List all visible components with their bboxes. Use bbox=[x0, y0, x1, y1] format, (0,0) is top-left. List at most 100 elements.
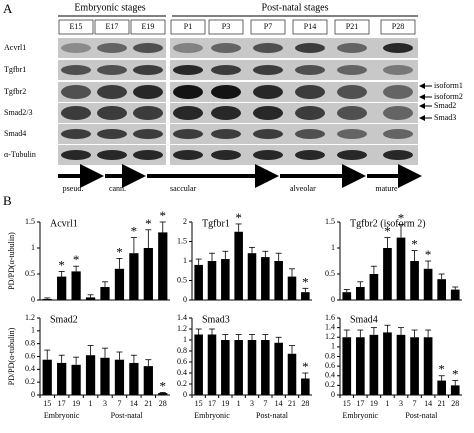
significance-star: * bbox=[411, 237, 418, 252]
blot-band bbox=[383, 106, 413, 120]
blot-band bbox=[173, 43, 203, 53]
bar bbox=[287, 276, 297, 300]
significance-star: * bbox=[58, 257, 65, 272]
bar bbox=[114, 359, 125, 395]
bar bbox=[71, 364, 81, 395]
y-axis-label: PD/PD(α-tubulin) bbox=[7, 232, 16, 290]
row-label: Tgfbr2 bbox=[4, 87, 26, 96]
row-label: Acvrl1 bbox=[4, 43, 26, 52]
phase-label: alveolar bbox=[290, 184, 316, 193]
x-group-label: Embryonic bbox=[44, 411, 80, 420]
y-tick-label: 1 bbox=[331, 243, 335, 252]
bar bbox=[85, 297, 96, 300]
y-tick-label: 0.5 bbox=[25, 269, 35, 278]
x-group-label: Post-natal bbox=[111, 411, 144, 420]
blot-band bbox=[383, 85, 413, 99]
bar bbox=[450, 385, 460, 395]
blot-band bbox=[211, 129, 241, 139]
blot-band bbox=[383, 65, 413, 75]
blot-band bbox=[133, 43, 163, 53]
annotation-label: isoform2 bbox=[434, 92, 463, 101]
blot-band bbox=[383, 43, 413, 53]
bar bbox=[423, 337, 433, 395]
blot-band bbox=[97, 150, 127, 160]
y-tick-label: 0.8 bbox=[25, 338, 35, 347]
blot-band bbox=[97, 65, 127, 75]
chart-title: Tgfbr2 (isoform 2) bbox=[350, 218, 426, 229]
bar bbox=[383, 248, 392, 300]
row-label: Tgfbr1 bbox=[4, 65, 26, 74]
phase-label: cann. bbox=[109, 184, 126, 193]
blot-band bbox=[173, 106, 203, 120]
bar bbox=[287, 353, 297, 395]
y-tick-label: 0.6 bbox=[25, 351, 35, 360]
y-tick-label: 2 bbox=[183, 217, 187, 226]
y-tick-label: 0 bbox=[331, 390, 335, 399]
x-tick-label: 3 bbox=[103, 399, 107, 408]
blot-band bbox=[173, 85, 203, 99]
blot-strip bbox=[170, 145, 418, 165]
significance-star: * bbox=[73, 252, 80, 267]
bar bbox=[42, 359, 52, 395]
blot-strip bbox=[170, 124, 418, 144]
blot-band bbox=[337, 129, 367, 139]
bar bbox=[234, 231, 243, 300]
blot-band bbox=[133, 85, 163, 99]
blot-band bbox=[295, 150, 325, 160]
blot-band bbox=[211, 150, 241, 160]
bar bbox=[221, 259, 230, 300]
lane-label: P1 bbox=[184, 22, 192, 31]
blot-band bbox=[337, 150, 367, 160]
blot-band bbox=[173, 65, 203, 75]
x-tick-label: 14 bbox=[130, 399, 138, 408]
x-tick-label: 14 bbox=[275, 399, 283, 408]
blot-band bbox=[253, 129, 283, 139]
lane-box bbox=[250, 19, 286, 35]
y-tick-label: 0.5 bbox=[177, 275, 187, 284]
x-tick-label: 1 bbox=[89, 399, 93, 408]
blot-band bbox=[97, 85, 127, 99]
x-tick-label: 15 bbox=[43, 399, 51, 408]
x-tick-label: 17 bbox=[58, 399, 66, 408]
x-tick-label: 7 bbox=[117, 399, 121, 408]
bar bbox=[450, 289, 460, 300]
bar bbox=[423, 268, 433, 300]
x-tick-label: 28 bbox=[451, 399, 459, 408]
y-tick-label: 1.6 bbox=[325, 313, 335, 322]
blot-band bbox=[97, 129, 127, 139]
x-tick-label: 15 bbox=[343, 399, 351, 408]
bar bbox=[301, 378, 310, 395]
bar bbox=[247, 340, 257, 395]
row-label: Smad4 bbox=[4, 129, 26, 138]
y-tick-label: 0.2 bbox=[25, 377, 35, 386]
blot-band bbox=[173, 150, 203, 160]
bar bbox=[234, 340, 243, 395]
y-tick-label: 0.6 bbox=[325, 361, 335, 370]
y-tick-label: 1 bbox=[331, 342, 335, 351]
blot-band bbox=[337, 85, 367, 99]
panel-letter: A bbox=[3, 1, 13, 16]
bar bbox=[437, 279, 447, 300]
blot-band bbox=[211, 106, 241, 120]
y-tick-label: 0.4 bbox=[325, 371, 335, 380]
x-tick-label: 3 bbox=[399, 399, 403, 408]
y-tick-label: 0.5 bbox=[325, 269, 335, 278]
chart-title: Acvrl1 bbox=[50, 218, 78, 229]
annotation-label: isoform1 bbox=[434, 81, 463, 90]
x-tick-label: 17 bbox=[356, 399, 364, 408]
blot-band bbox=[133, 150, 163, 160]
x-tick-label: 19 bbox=[221, 399, 229, 408]
blot-band bbox=[97, 43, 127, 53]
x-tick-label: 15 bbox=[195, 399, 203, 408]
y-tick-label: 0 bbox=[31, 390, 35, 399]
lane-label: E19 bbox=[142, 22, 155, 31]
group-label: Post-natal stages bbox=[262, 2, 329, 13]
y-tick-label: 1.5 bbox=[25, 217, 35, 226]
x-tick-label: 3 bbox=[250, 399, 254, 408]
chart-title: Smad2 bbox=[50, 314, 78, 325]
x-tick-label: 21 bbox=[438, 399, 446, 408]
y-tick-label: 1 bbox=[183, 256, 187, 265]
lane-box bbox=[130, 19, 166, 35]
lane-label: P14 bbox=[304, 22, 316, 31]
y-tick-label: 0 bbox=[31, 295, 35, 304]
